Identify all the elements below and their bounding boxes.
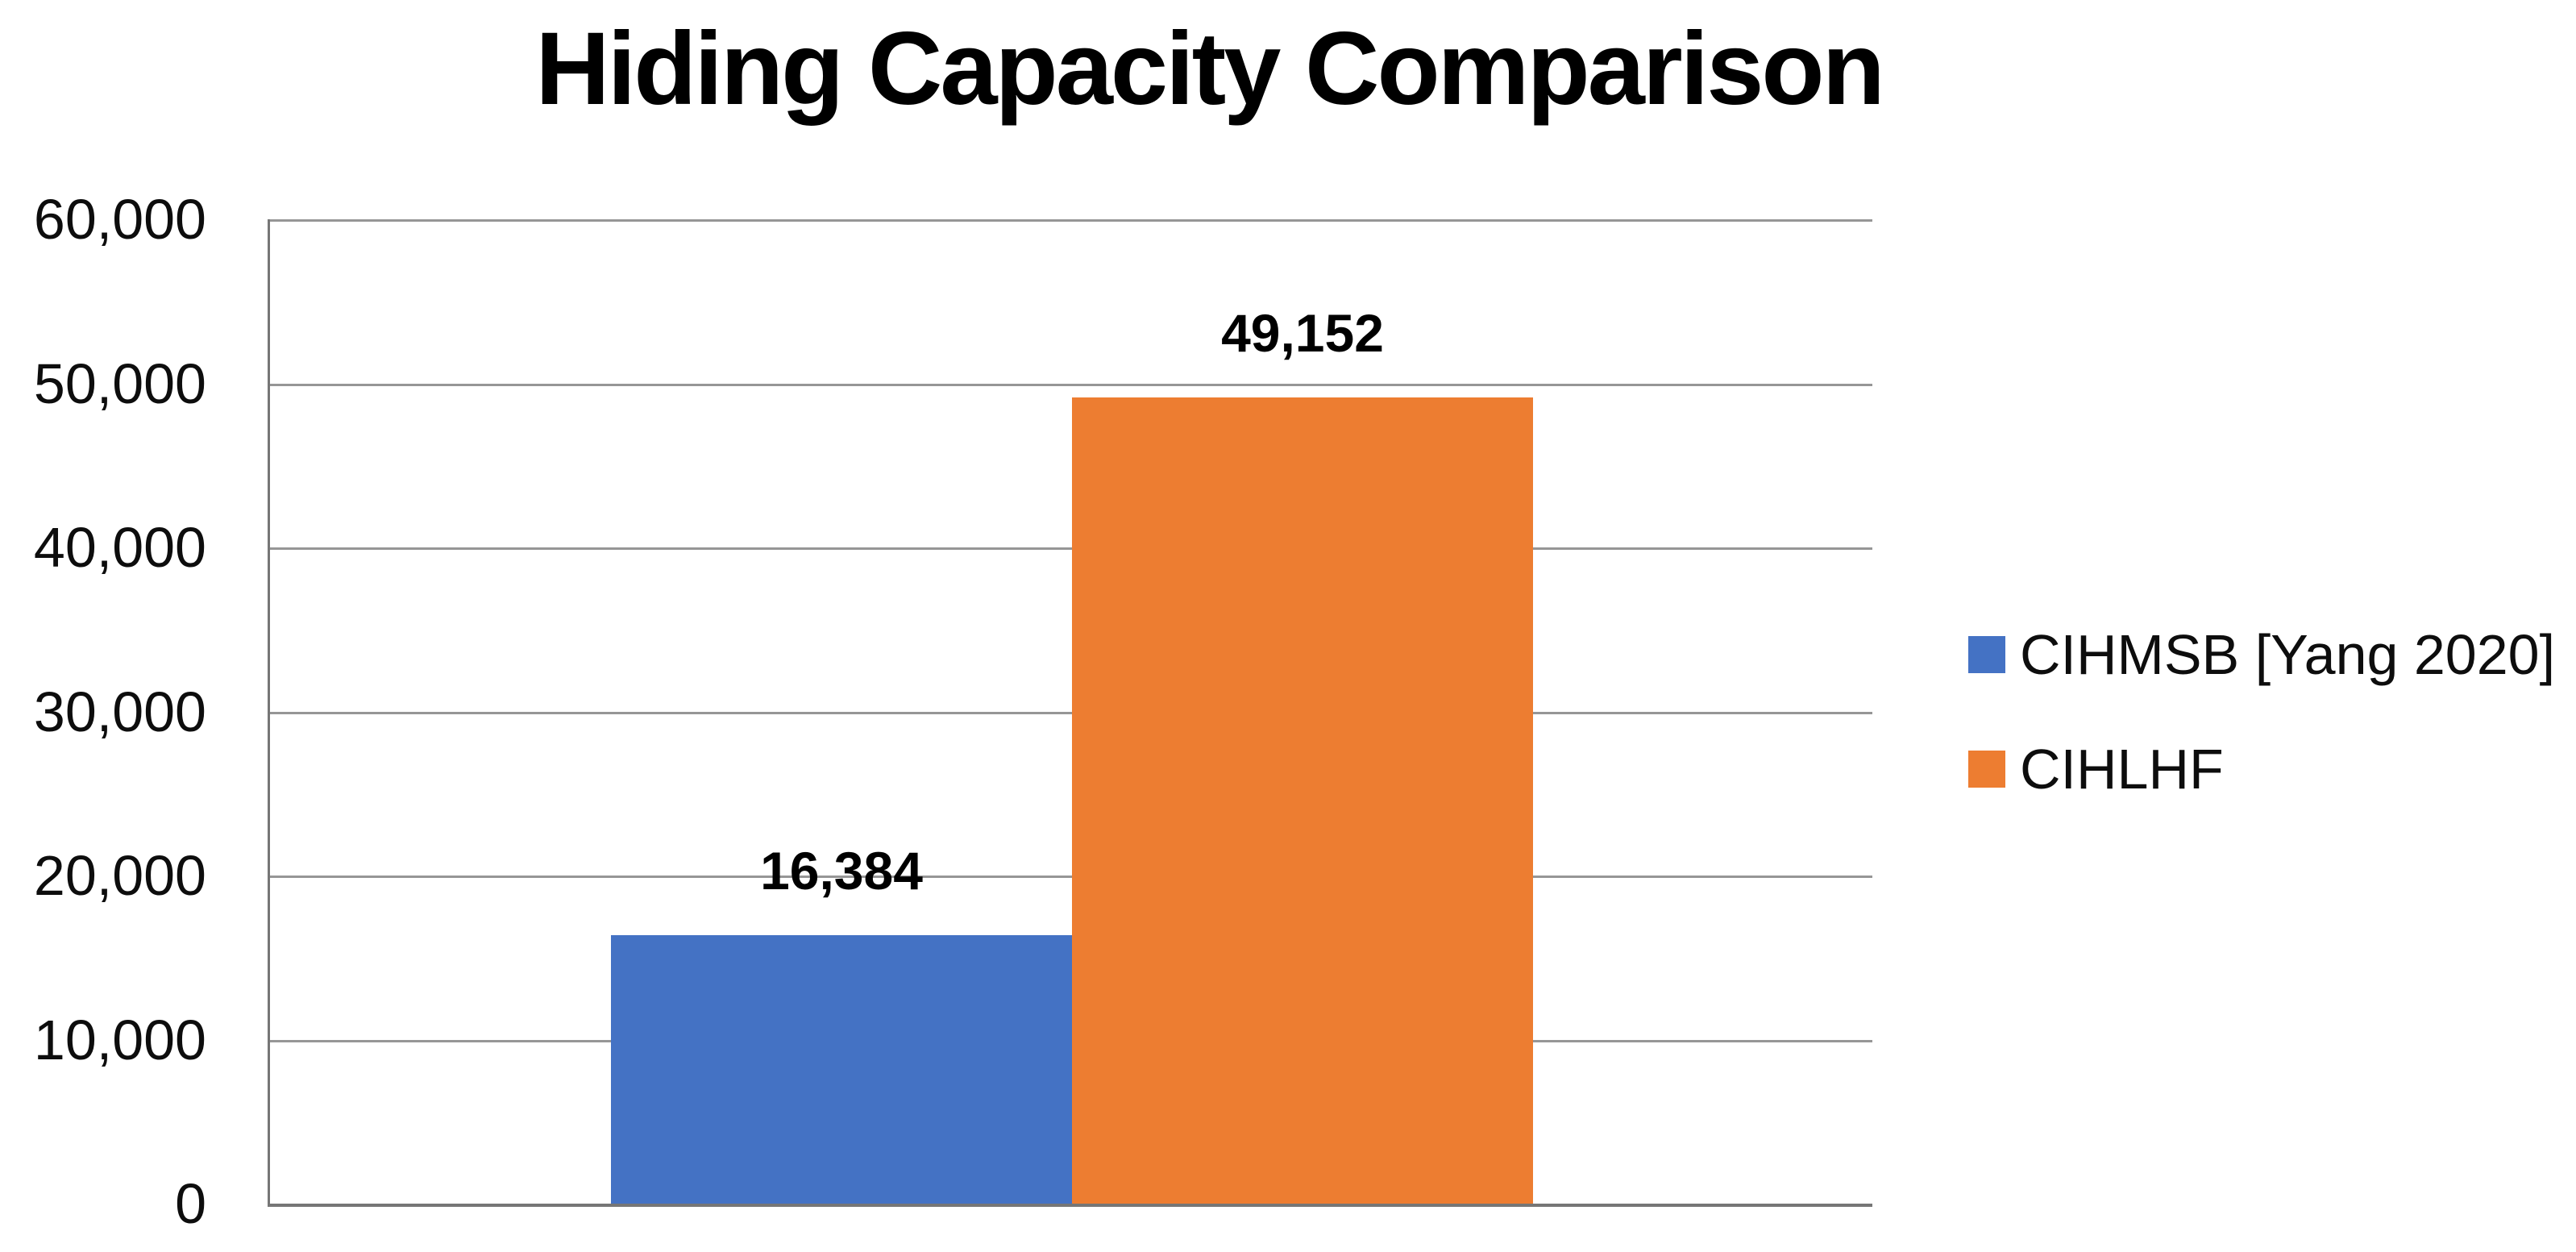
y-axis-tick-label: 60,000 — [33, 188, 206, 251]
y-axis-tick-label: 30,000 — [33, 680, 206, 743]
legend-item-label: CIHLHF — [2020, 738, 2224, 801]
plot-area: 16,384 49,152 — [268, 219, 1872, 1207]
y-axis-tick-label: 10,000 — [33, 1009, 206, 1071]
y-axis-tick-label: 20,000 — [33, 844, 206, 907]
bar-series1 — [611, 935, 1072, 1204]
y-axis-tick-label: 50,000 — [33, 352, 206, 415]
legend-color-swatch-icon — [1968, 636, 2005, 673]
gridline — [270, 876, 1872, 878]
gridline — [270, 547, 1872, 550]
legend-item-label: CIHMSB [Yang 2020] — [2020, 623, 2556, 686]
y-axis-tick-label: 40,000 — [33, 516, 206, 579]
bar-data-label: 49,152 — [1221, 303, 1384, 363]
gridline — [270, 219, 1872, 222]
gridline — [270, 384, 1872, 386]
legend-item: CIHLHF — [1968, 735, 2224, 803]
legend-item: CIHMSB [Yang 2020] — [1968, 621, 2555, 688]
bar-data-label: 16,384 — [760, 841, 923, 901]
legend-color-swatch-icon — [1968, 751, 2005, 788]
bar-series2 — [1072, 397, 1533, 1204]
chart-title: Hiding Capacity Comparison — [535, 11, 1885, 127]
y-axis-tick-label: 0 — [175, 1172, 206, 1235]
gridline — [270, 712, 1872, 714]
